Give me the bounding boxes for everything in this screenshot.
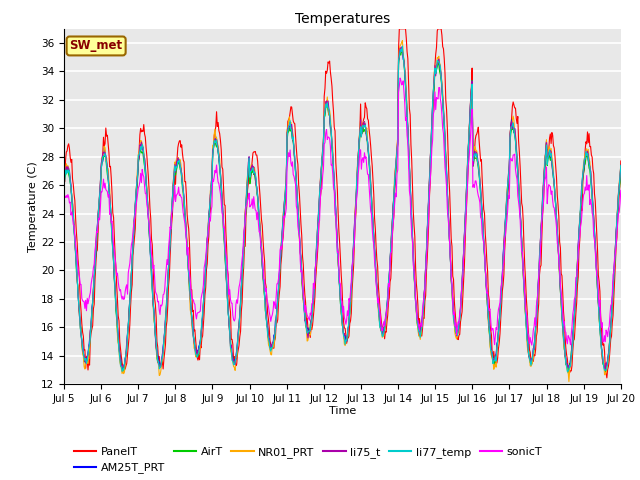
li75_t xyxy=(411,279,419,285)
NR01_PRT xyxy=(565,379,573,384)
sonicT xyxy=(60,198,68,204)
PanelT xyxy=(603,375,611,381)
PanelT xyxy=(396,26,403,32)
Line: AM25T_PRT: AM25T_PRT xyxy=(64,48,621,371)
AM25T_PRT xyxy=(617,163,625,168)
Y-axis label: Temperature (C): Temperature (C) xyxy=(28,161,38,252)
NR01_PRT xyxy=(70,223,78,228)
Line: li77_temp: li77_temp xyxy=(64,46,621,372)
NR01_PRT xyxy=(184,257,192,263)
AirT xyxy=(70,227,78,233)
sonicT xyxy=(396,75,404,81)
AM25T_PRT xyxy=(214,148,222,154)
li75_t xyxy=(214,141,221,147)
NR01_PRT xyxy=(617,163,625,169)
Line: li75_t: li75_t xyxy=(64,47,621,370)
Line: NR01_PRT: NR01_PRT xyxy=(64,41,621,382)
AirT xyxy=(60,181,68,187)
NR01_PRT xyxy=(60,174,68,180)
li77_temp xyxy=(127,272,135,277)
Title: Temperatures: Temperatures xyxy=(295,12,390,26)
AM25T_PRT xyxy=(120,368,127,374)
li77_temp xyxy=(60,181,68,187)
Line: AirT: AirT xyxy=(64,50,621,373)
li77_temp xyxy=(399,43,406,49)
li77_temp xyxy=(617,162,625,168)
NR01_PRT xyxy=(411,285,419,290)
NR01_PRT xyxy=(399,38,406,44)
li75_t xyxy=(602,367,609,372)
AM25T_PRT xyxy=(412,300,419,305)
sonicT xyxy=(214,173,221,179)
sonicT xyxy=(127,242,135,248)
AM25T_PRT xyxy=(185,270,193,276)
sonicT xyxy=(411,280,419,286)
AM25T_PRT xyxy=(428,122,436,128)
li75_t xyxy=(617,165,625,170)
AM25T_PRT xyxy=(70,226,78,232)
NR01_PRT xyxy=(428,139,435,145)
AirT xyxy=(214,142,221,147)
li75_t xyxy=(398,44,406,50)
NR01_PRT xyxy=(127,272,135,277)
li77_temp xyxy=(184,259,192,265)
AM25T_PRT xyxy=(60,180,68,185)
AM25T_PRT xyxy=(397,46,404,51)
li75_t xyxy=(127,268,135,274)
AirT xyxy=(398,48,406,53)
PanelT xyxy=(411,234,419,240)
li77_temp xyxy=(214,144,221,149)
sonicT xyxy=(428,165,435,170)
AM25T_PRT xyxy=(128,255,136,261)
PanelT xyxy=(214,123,221,129)
li75_t xyxy=(184,253,192,259)
sonicT xyxy=(528,342,536,348)
AirT xyxy=(127,271,135,276)
li77_temp xyxy=(564,369,572,374)
PanelT xyxy=(617,158,625,164)
sonicT xyxy=(617,187,625,193)
sonicT xyxy=(184,244,192,250)
X-axis label: Time: Time xyxy=(329,407,356,417)
AirT xyxy=(411,286,419,292)
PanelT xyxy=(428,155,435,161)
Legend: PanelT, AM25T_PRT, AirT, NR01_PRT, li75_t, li77_temp, sonicT: PanelT, AM25T_PRT, AirT, NR01_PRT, li75_… xyxy=(70,443,547,478)
sonicT xyxy=(70,223,78,228)
PanelT xyxy=(70,191,78,197)
li75_t xyxy=(428,136,435,142)
Line: PanelT: PanelT xyxy=(64,29,621,378)
li77_temp xyxy=(428,135,435,141)
PanelT xyxy=(60,164,68,169)
AirT xyxy=(617,166,625,172)
PanelT xyxy=(184,220,192,226)
Text: SW_met: SW_met xyxy=(70,39,123,52)
PanelT xyxy=(127,289,135,295)
li77_temp xyxy=(70,229,78,235)
li77_temp xyxy=(411,280,419,286)
li75_t xyxy=(70,224,78,230)
NR01_PRT xyxy=(214,139,221,145)
AirT xyxy=(564,370,572,376)
li75_t xyxy=(60,176,68,182)
AirT xyxy=(184,261,192,266)
Line: sonicT: sonicT xyxy=(64,78,621,345)
AirT xyxy=(428,142,435,148)
